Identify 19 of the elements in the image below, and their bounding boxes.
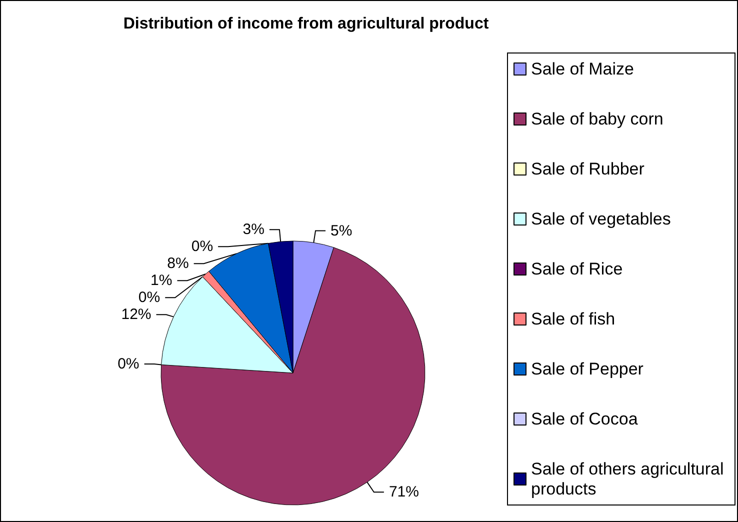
text: 0% bbox=[191, 238, 214, 256]
data-label: 71% bbox=[388, 484, 419, 501]
legend-label: Sale of fish bbox=[531, 310, 616, 328]
data-label: 3% bbox=[242, 221, 264, 238]
legend-label: Sale of Rice bbox=[531, 260, 623, 278]
legend-label: Sale of Pepper bbox=[531, 360, 644, 378]
text: 0% bbox=[118, 355, 140, 372]
legend-label: Sale of others agricultural products bbox=[531, 460, 728, 498]
data-label: 8% bbox=[167, 255, 189, 272]
data-label: 1% bbox=[150, 272, 172, 290]
legend-label: Sale of Rubber bbox=[531, 160, 645, 178]
legend-label: Sale of Cocoa bbox=[531, 410, 638, 428]
legend-label: Sale of vegetables bbox=[531, 210, 671, 228]
data-label: 12% bbox=[121, 306, 152, 324]
data-label: 5% bbox=[330, 222, 352, 240]
legend-label: Sale of Maize bbox=[531, 60, 634, 78]
legend-label: Sale of baby corn bbox=[531, 110, 664, 128]
chart-title: Distribution of income from agricultural product bbox=[123, 16, 490, 32]
text: 0% bbox=[138, 289, 160, 306]
